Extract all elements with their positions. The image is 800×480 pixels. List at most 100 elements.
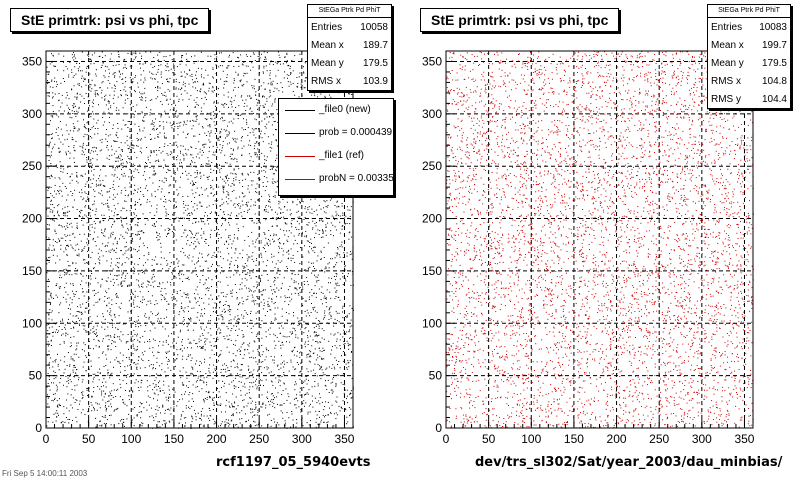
left-scatter-point (193, 243, 195, 245)
left-scatter-point (253, 204, 255, 206)
left-scatter-point (268, 205, 270, 207)
left-scatter-point (68, 76, 70, 78)
left-scatter-point (253, 369, 255, 371)
left-scatter-point (157, 71, 159, 73)
left-scatter-point (65, 124, 67, 126)
left-scatter-point (250, 408, 252, 410)
left-scatter-point (75, 140, 77, 142)
left-scatter-point (263, 82, 265, 84)
left-scatter-point (314, 285, 316, 287)
left-scatter-point (204, 223, 206, 225)
left-scatter-point (152, 273, 154, 275)
left-scatter-point (147, 199, 148, 201)
left-scatter-point (181, 75, 183, 77)
left-scatter-point (188, 310, 189, 312)
left-scatter-point (194, 81, 196, 83)
left-scatter-point (236, 297, 238, 299)
left-scatter-point (101, 352, 103, 354)
left-scatter-point (121, 285, 123, 287)
left-scatter-point (314, 246, 316, 248)
left-scatter-point (151, 99, 153, 101)
left-scatter-point (126, 210, 128, 212)
left-scatter-point (64, 421, 66, 423)
left-scatter-point (218, 356, 220, 357)
left-scatter-point (248, 191, 250, 193)
left-scatter-point (67, 294, 69, 296)
left-scatter-point (138, 411, 140, 413)
left-scatter-point (308, 261, 310, 263)
left-scatter-point (307, 411, 309, 413)
left-scatter-point (220, 405, 221, 406)
left-scatter-point (163, 206, 165, 208)
left-scatter-point (89, 347, 91, 349)
left-scatter-point (155, 384, 157, 386)
left-scatter-point (262, 182, 264, 183)
left-scatter-point (320, 91, 321, 93)
left-scatter-point (341, 241, 343, 243)
left-scatter-point (172, 214, 173, 216)
left-scatter-point (280, 344, 282, 346)
left-scatter-point (168, 229, 170, 231)
left-scatter-point (260, 366, 262, 368)
left-scatter-point (127, 144, 129, 146)
left-scatter-point (178, 82, 180, 83)
left-scatter-point (336, 255, 338, 257)
left-scatter-point (169, 396, 171, 398)
left-scatter-point (82, 397, 84, 399)
left-scatter-point (168, 192, 170, 194)
left-scatter-point (116, 279, 118, 280)
left-scatter-point (292, 349, 294, 351)
left-scatter-point (229, 156, 231, 157)
left-scatter-point (165, 293, 167, 295)
left-scatter-point (59, 382, 61, 384)
left-scatter-point (234, 138, 236, 140)
left-scatter-point (273, 235, 275, 237)
left-scatter-point (117, 123, 119, 124)
left-scatter-point (217, 139, 219, 141)
left-scatter-point (177, 401, 179, 402)
left-scatter-point (122, 207, 124, 209)
left-scatter-point (265, 205, 267, 206)
left-scatter-point (80, 272, 82, 274)
left-scatter-point (271, 298, 273, 300)
left-scatter-point (86, 145, 88, 146)
left-scatter-point (257, 102, 258, 104)
left-scatter-point (102, 313, 104, 315)
left-scatter-point (233, 168, 235, 170)
left-scatter-point (293, 315, 295, 317)
left-scatter-point (150, 302, 152, 304)
left-scatter-point (67, 380, 69, 381)
left-scatter-point (166, 100, 168, 101)
left-scatter-point (269, 89, 271, 91)
left-scatter-point (95, 417, 96, 419)
left-scatter-point (71, 173, 73, 175)
left-scatter-point (107, 401, 109, 402)
left-scatter-point (300, 370, 302, 372)
left-scatter-point (271, 401, 273, 403)
left-scatter-point (269, 63, 271, 65)
left-scatter-point (136, 234, 138, 236)
left-scatter-point (172, 294, 174, 296)
left-scatter-point (67, 68, 69, 70)
left-scatter-point (333, 334, 335, 336)
left-scatter-point (321, 351, 323, 352)
left-scatter-point (326, 90, 328, 92)
left-scatter-point (89, 212, 91, 214)
left-scatter-point (254, 341, 256, 343)
left-scatter-point (343, 341, 345, 342)
left-scatter-point (232, 137, 234, 139)
left-scatter-point (351, 271, 353, 273)
left-scatter-point (214, 368, 216, 370)
left-scatter-point (129, 161, 131, 163)
left-scatter-point (239, 80, 241, 82)
left-scatter-point (141, 112, 143, 114)
left-scatter-point (117, 167, 119, 169)
left-scatter-point (269, 146, 271, 148)
left-scatter-point (158, 407, 160, 409)
left-scatter-point (208, 160, 210, 162)
left-scatter-point (179, 125, 181, 127)
left-scatter-point (241, 155, 243, 156)
left-scatter-point (193, 248, 195, 250)
left-scatter-point (97, 258, 99, 260)
left-scatter-point (278, 369, 280, 370)
